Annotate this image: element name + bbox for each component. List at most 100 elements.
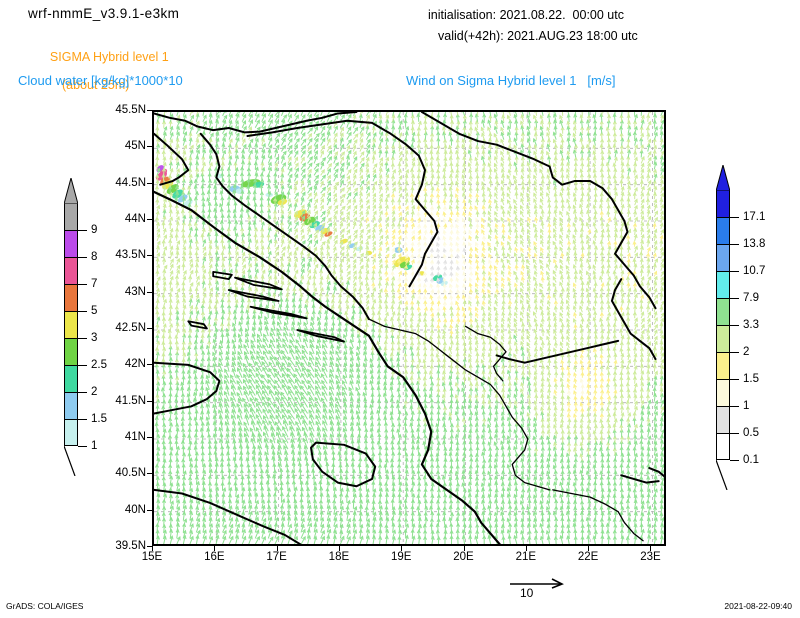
wind-arrow <box>573 340 578 348</box>
wind-arrow <box>300 535 306 544</box>
wind-arrow <box>520 174 525 182</box>
wind-arrow <box>627 411 632 420</box>
wind-arrow <box>423 259 428 265</box>
wind-arrow <box>156 204 161 212</box>
wind-arrow <box>345 293 350 301</box>
wind-arrow <box>586 280 591 289</box>
wind-arrow <box>520 227 525 235</box>
wind-arrow <box>534 393 539 402</box>
wind-arrow <box>475 241 479 248</box>
wind-arrow <box>365 286 370 295</box>
wind-arrow <box>435 180 440 188</box>
wind-arrow <box>488 259 492 265</box>
wind-arrow <box>384 210 389 218</box>
wind-arrow <box>333 173 338 182</box>
wind-arrow <box>221 292 226 301</box>
wind-arrow <box>533 252 538 259</box>
wind-arrow <box>533 340 538 349</box>
wind-arrow <box>384 197 389 206</box>
map-frame[interactable] <box>152 110 666 546</box>
wind-arrow <box>647 179 652 188</box>
wind-arrow <box>276 426 282 438</box>
wind-arrow <box>436 204 441 212</box>
wind-arrow <box>606 335 611 343</box>
wind-arrow <box>195 512 201 521</box>
colorbar-tick-label: 10.7 <box>743 265 766 277</box>
wind-arrow <box>573 299 578 307</box>
wind-arrow <box>384 240 389 247</box>
wind-arrow <box>613 382 618 390</box>
wind-arrow <box>513 204 518 212</box>
wind-arrow <box>436 217 441 224</box>
wind-arrow <box>182 504 187 515</box>
wind-arrow <box>634 216 638 224</box>
wind-arrow <box>520 529 525 539</box>
wind-arrow <box>430 346 435 354</box>
wind-arrow <box>547 209 552 218</box>
wind-arrow <box>193 345 198 354</box>
wind-arrow <box>423 311 428 319</box>
wind-arrow <box>488 179 493 188</box>
wind-arrow <box>306 252 311 259</box>
wind-arrow <box>533 223 537 230</box>
wind-arrow <box>154 304 159 313</box>
wind-arrow <box>391 209 396 218</box>
wind-arrow <box>378 275 383 283</box>
wind-arrow <box>573 371 578 378</box>
wind-arrow <box>539 500 544 509</box>
colorbar-tick-label: 7 <box>91 278 98 290</box>
wind-arrow <box>533 535 538 544</box>
wind-arrow <box>474 346 479 355</box>
wind-arrow <box>455 334 460 343</box>
wind-arrow <box>625 305 631 313</box>
wind-arrow <box>449 300 454 307</box>
wind-arrow <box>520 335 525 343</box>
wind-arrow <box>294 221 299 230</box>
wind-arrow <box>449 317 454 325</box>
wind-arrow <box>514 282 518 289</box>
wind-arrow <box>307 239 313 248</box>
wind-arrow <box>507 168 512 176</box>
wind-arrow <box>620 359 625 366</box>
wind-arrow <box>455 253 460 259</box>
wind-arrow <box>559 305 564 313</box>
wind-arrow <box>352 258 357 265</box>
wind-arrow <box>188 179 193 188</box>
wind-arrow <box>533 198 538 206</box>
valid-time: valid(+42h): 2021.AUG.23 18:00 utc <box>438 29 638 43</box>
wind-arrow <box>155 216 160 224</box>
wind-arrow <box>254 529 260 539</box>
wind-arrow <box>155 198 160 206</box>
wind-arrow <box>222 535 227 544</box>
wind-arrow <box>560 359 565 366</box>
wind-arrow <box>646 246 651 253</box>
wind-arrow <box>371 264 376 271</box>
colorbar-tick-label: 13.8 <box>743 238 766 250</box>
wind-arrow <box>352 221 357 230</box>
wind-arrow <box>359 179 365 188</box>
wind-arrow <box>208 257 213 265</box>
wind-arrow <box>365 168 370 176</box>
wind-arrow <box>634 186 638 194</box>
wind-arrow <box>474 306 479 313</box>
wind-arrow <box>501 222 506 230</box>
wind-arrow <box>606 269 611 277</box>
wind-arrow <box>372 257 376 265</box>
wind-arrow <box>391 505 396 515</box>
wind-arrow <box>501 234 506 241</box>
wind-arrow <box>320 240 326 248</box>
wind-arrow <box>586 352 591 360</box>
wind-arrow <box>455 346 460 354</box>
wind-arrow <box>533 270 538 277</box>
wind-arrow <box>359 523 364 533</box>
wind-arrow <box>553 192 558 200</box>
wind-arrow <box>392 168 396 176</box>
wind-arrow <box>391 310 396 319</box>
wind-arrow <box>586 534 591 544</box>
wind-arrow <box>300 517 305 527</box>
wind-arrow <box>606 365 610 372</box>
wind-arrow <box>480 223 485 230</box>
wind-arrow <box>639 251 644 259</box>
wind-arrow <box>436 199 441 206</box>
wind-arrow <box>487 216 492 224</box>
